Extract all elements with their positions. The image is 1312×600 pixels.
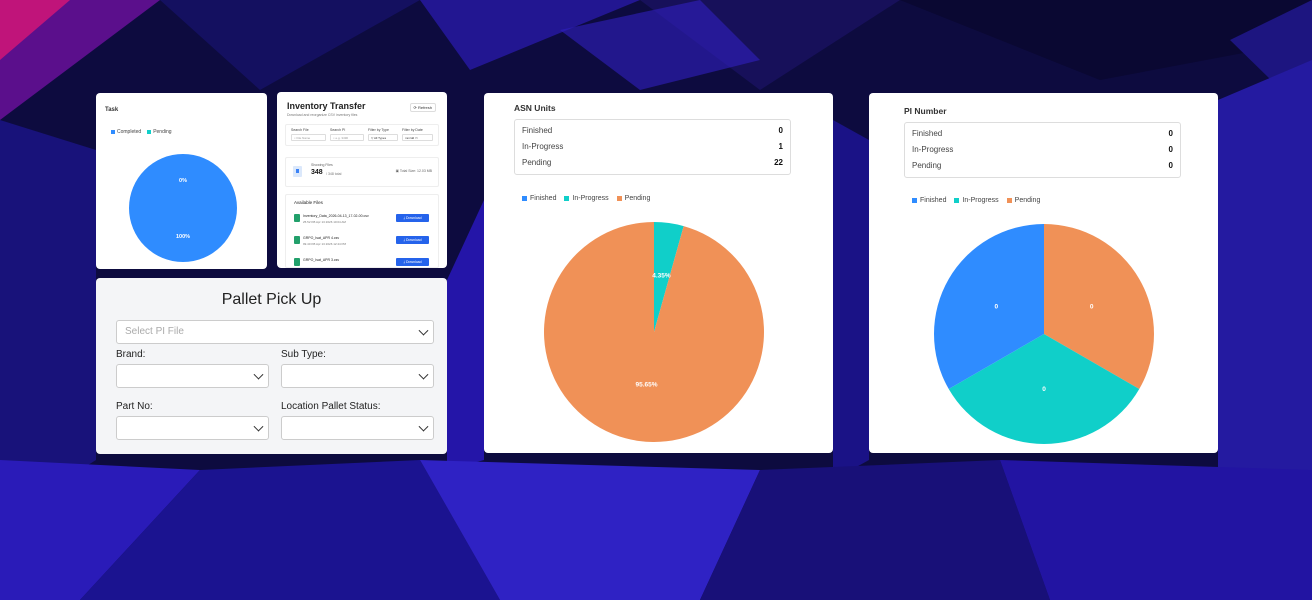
csv-file-icon [294, 214, 300, 222]
file-row: Inventory_Data_2026-04-13_17-02-00.csv 2… [286, 211, 438, 231]
legend-inprogress[interactable]: In-Progress [564, 195, 609, 202]
pie-slice-pending[interactable] [1044, 224, 1154, 389]
stat-row-inprogress: In-Progress 1 [522, 142, 783, 151]
download-button[interactable]: ⤓ Download [396, 236, 429, 244]
pie-label-finished: 0 [995, 304, 999, 311]
legend-completed[interactable]: Completed [111, 129, 141, 135]
pie-slice-completed[interactable] [129, 154, 237, 262]
pi-file-select[interactable]: Select PI File [116, 320, 434, 344]
file-meta: 25.52 KB Apr 13 2026 10:04 AM [303, 220, 346, 224]
pie-label-pending: 0 [1090, 304, 1094, 311]
chevron-down-icon [253, 421, 264, 432]
task-legend: Completed Pending [111, 129, 172, 135]
location-status-select[interactable] [281, 416, 434, 440]
stat-row-inprogress: In-Progress 0 [912, 145, 1173, 154]
date-filter-input[interactable]: mm/dd ▭ [402, 134, 433, 141]
showing-files-panel: Showing Files 348 / 348 total ▣ Total Si… [285, 157, 439, 187]
pie-label-inprogress: 0 [1042, 386, 1046, 393]
search-file-input[interactable]: ⌕ File Name [291, 134, 326, 141]
filter-label-pi: Search PI [330, 128, 346, 132]
download-button[interactable]: ⤓ Download [396, 214, 429, 222]
pi-stats-table: Finished 0 In-Progress 0 Pending 0 [904, 122, 1181, 178]
pi-pie-chart: 0 0 0 [934, 224, 1154, 444]
pie-slice-finished[interactable] [934, 224, 1044, 389]
pie-label-completed: 100% [176, 234, 190, 240]
inventory-title: Inventory Transfer [287, 101, 366, 111]
location-status-label: Location Pallet Status: [281, 401, 381, 412]
showing-total: / 348 total [326, 172, 342, 176]
task-title: Task [105, 107, 119, 113]
search-pi-input[interactable]: ⌕ e.g. 3490 [330, 134, 364, 141]
stat-row-finished: Finished 0 [522, 126, 783, 135]
file-row: GRPO_Isat_APR 3.csv ⤓ Download [286, 255, 438, 268]
partno-label: Part No: [116, 401, 153, 412]
asn-stats-table: Finished 0 In-Progress 1 Pending 22 [514, 119, 791, 175]
asn-pie-chart: 4.35% 95.65% [544, 222, 764, 442]
legend-finished[interactable]: Finished [912, 197, 946, 204]
csv-file-icon [294, 258, 300, 266]
chevron-down-icon [418, 421, 429, 432]
pi-title: PI Number [904, 106, 947, 116]
total-size: ▣ Total Size: 12.03 MB [395, 169, 432, 173]
asn-title: ASN Units [514, 103, 556, 113]
showing-count: 348 [311, 169, 323, 176]
download-button[interactable]: ⤓ Download [396, 258, 429, 266]
brand-label: Brand: [116, 349, 146, 360]
chevron-down-icon [253, 369, 264, 380]
available-files-title: Available Files [294, 200, 323, 205]
chevron-down-icon [418, 369, 429, 380]
filter-label-type: Filter by Type [368, 128, 389, 132]
subtype-label: Sub Type: [281, 349, 326, 360]
chevron-down-icon [418, 325, 429, 336]
file-icon [293, 166, 302, 177]
legend-pending[interactable]: Pending [147, 129, 172, 135]
stat-row-finished: Finished 0 [912, 129, 1173, 138]
file-name: GRPO_Isat_APR 3.csv [303, 258, 340, 262]
file-meta: 99.40 KB Apr 13 2026 12:44 PM [303, 242, 347, 246]
refresh-button[interactable]: ⟳ Refresh [409, 103, 436, 112]
csv-file-icon [294, 236, 300, 244]
pallet-pickup-card: Pallet Pick Up Select PI File Brand: Sub… [96, 278, 447, 454]
filter-bar: Search File Search PI Filter by Type Fil… [285, 124, 439, 146]
legend-pending[interactable]: Pending [1006, 197, 1040, 204]
pi-number-card: PI Number Finished 0 In-Progress 0 Pending… [869, 93, 1218, 453]
file-name: Inventory_Data_2026-04-13_17-02-00.csv [303, 214, 369, 218]
subtype-select[interactable] [281, 364, 434, 388]
pallet-title: Pallet Pick Up [221, 291, 322, 308]
pie-label-inprogress: 4.35% [652, 273, 671, 280]
pie-slice-pending[interactable] [544, 222, 764, 442]
pie-label-pending: 0% [179, 178, 187, 184]
showing-label: Showing Files [311, 163, 333, 167]
stat-row-pending: Pending 22 [522, 158, 783, 167]
pie-label-pending: 95.65% [635, 381, 657, 388]
stat-row-pending: Pending 0 [912, 161, 1173, 170]
task-pie-chart: 100% 0% [129, 154, 237, 262]
asn-legend: Finished In-Progress Pending [522, 195, 650, 202]
asn-units-card: ASN Units Finished 0 In-Progress 1 Pending… [484, 93, 833, 453]
pie-slice-inprogress[interactable] [654, 222, 684, 332]
legend-pending[interactable]: Pending [616, 195, 650, 202]
type-filter-select[interactable]: ▽ All Types [368, 134, 398, 141]
legend-finished[interactable]: Finished [522, 195, 556, 202]
legend-inprogress[interactable]: In-Progress [954, 197, 999, 204]
pie-slice-inprogress[interactable] [948, 334, 1140, 444]
file-row: GRPO_Isat_APR 4.csv 99.40 KB Apr 13 2026… [286, 233, 438, 253]
available-files-panel: Available Files Inventory_Data_2026-04-1… [285, 194, 439, 268]
partno-select[interactable] [116, 416, 269, 440]
task-card: Task Completed Pending 100% 0% [96, 93, 267, 269]
pi-legend: Finished In-Progress Pending [912, 197, 1040, 204]
brand-select[interactable] [116, 364, 269, 388]
inventory-subtitle: Download and reorganize CSV inventory fi… [287, 113, 358, 117]
filter-label-date: Filter by Date [402, 128, 423, 132]
inventory-transfer-card: Inventory Transfer Download and reorgani… [277, 92, 447, 268]
file-name: GRPO_Isat_APR 4.csv [303, 236, 340, 240]
filter-label-file: Search File [291, 128, 309, 132]
